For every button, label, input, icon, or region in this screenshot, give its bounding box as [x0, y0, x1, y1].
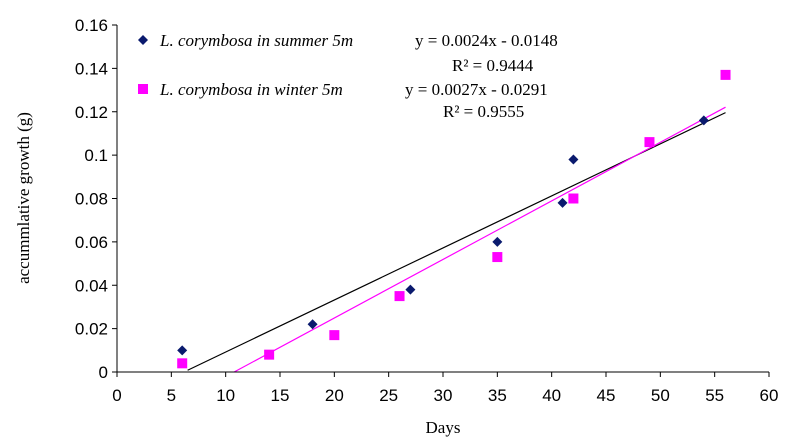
data-point-winter: [329, 330, 340, 341]
x-tick-label: 15: [271, 386, 290, 405]
x-tick-label: 50: [651, 386, 670, 405]
y-axis-title: accummlative growth (g): [14, 112, 33, 284]
y-tick-label: 0.02: [75, 320, 108, 339]
x-tick-label: 5: [167, 386, 176, 405]
x-tick-label: 25: [379, 386, 398, 405]
x-ticks: 0 5 10 15 20 25 30 35 40 45 50 55 60: [112, 372, 778, 405]
data-point-winter: [264, 349, 275, 360]
legend-label-winter: L. corymbosa in winter 5m: [159, 80, 343, 99]
data-point-winter: [492, 252, 503, 263]
y-tick-label: 0.14: [75, 59, 108, 78]
data-point-summer: [405, 284, 416, 295]
trendline-r2-summer: R² = 0.9444: [452, 56, 534, 75]
trendlines: [187, 106, 726, 373]
x-axis-title: Days: [426, 418, 461, 437]
x-tick-label: 0: [112, 386, 121, 405]
x-tick-label: 30: [434, 386, 453, 405]
x-tick-label: 10: [216, 386, 235, 405]
data-point-winter: [394, 291, 405, 302]
legend-marker-summer: [138, 35, 148, 45]
data-point-winter: [644, 137, 655, 148]
data-point-winter: [177, 358, 188, 369]
y-tick-label: 0: [99, 363, 108, 382]
data-point-summer: [177, 345, 188, 356]
data-point-summer: [568, 154, 579, 165]
legend-square-marker: [138, 84, 148, 94]
x-tick-label: 35: [488, 386, 507, 405]
data-point-summer: [307, 319, 318, 330]
data-point-winter: [720, 69, 731, 80]
y-tick-label: 0.12: [75, 103, 108, 122]
data-point-summer: [557, 197, 568, 208]
x-tick-label: 55: [705, 386, 724, 405]
x-tick-label: 20: [325, 386, 344, 405]
data-point-summer: [492, 236, 503, 247]
trendline-equation-winter: y = 0.0027x - 0.0291: [405, 80, 548, 99]
y-ticks: 0 0.02 0.04 0.06 0.08 0.1 0.12 0.14 0.16: [75, 16, 117, 382]
y-tick-label: 0.1: [84, 146, 108, 165]
x-tick-label: 40: [542, 386, 561, 405]
data-points: [177, 69, 731, 369]
x-tick-label: 45: [597, 386, 616, 405]
legend-label-summer: L. corymbosa in summer 5m: [159, 31, 353, 50]
legend-diamond-marker: [138, 35, 148, 45]
x-tick-label: 60: [760, 386, 779, 405]
legend-marker-winter: [138, 84, 148, 94]
y-tick-label: 0.08: [75, 190, 108, 209]
axes: [116, 25, 769, 373]
y-tick-label: 0.06: [75, 233, 108, 252]
trendline-r2-winter: R² = 0.9555: [443, 102, 524, 121]
data-point-winter: [568, 193, 579, 204]
legend: L. corymbosa in summer 5m y = 0.0024x - …: [138, 31, 558, 121]
y-tick-label: 0.16: [75, 16, 108, 35]
trendline-winter: [234, 106, 726, 373]
y-tick-label: 0.04: [75, 276, 108, 295]
trendline-equation-summer: y = 0.0024x - 0.0148: [415, 31, 558, 50]
data-point-summer: [698, 115, 709, 126]
